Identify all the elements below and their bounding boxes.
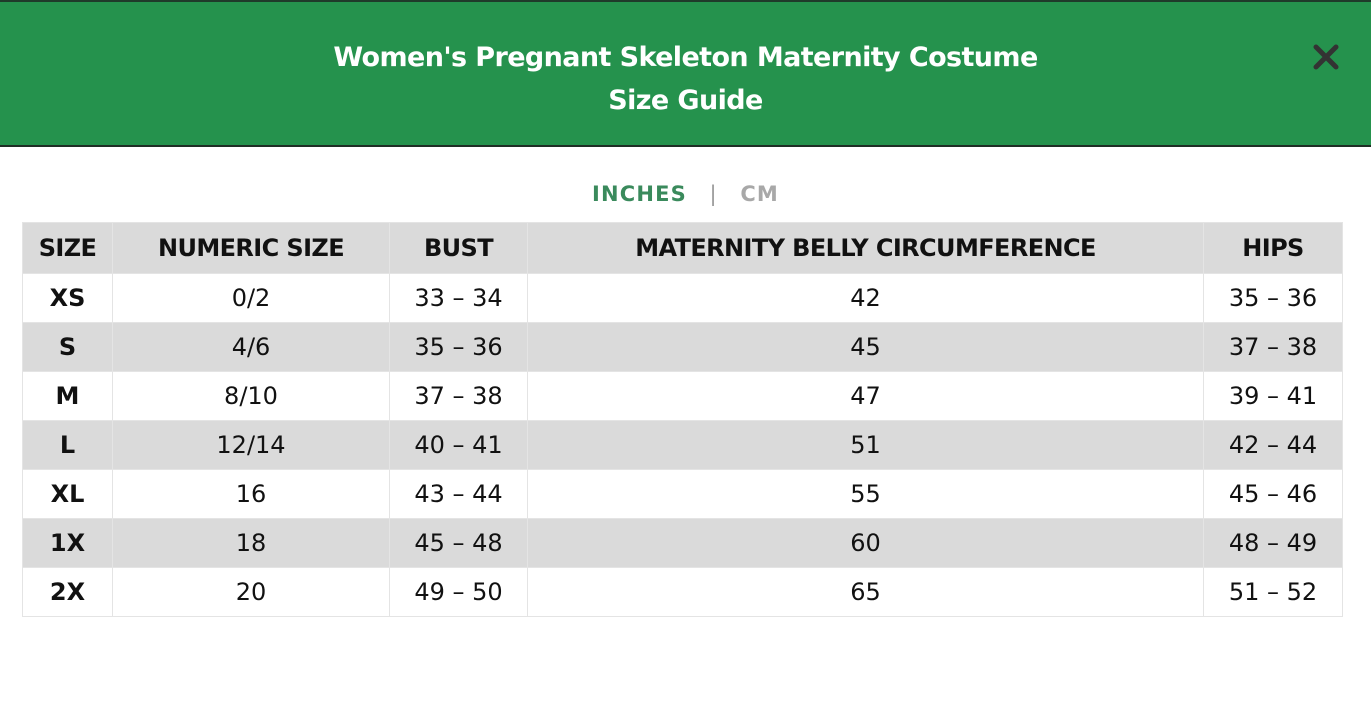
unit-toggle: INCHES | CM <box>0 180 1371 208</box>
modal-header: Women's Pregnant Skeleton Maternity Cost… <box>0 0 1371 147</box>
cell-bust: 35 – 36 <box>389 322 528 372</box>
cell-numeric-size: 0/2 <box>112 273 390 323</box>
cell-size: M <box>22 371 113 421</box>
column-header-numeric-size: NUMERIC SIZE <box>112 222 390 274</box>
product-title: Women's Pregnant Skeleton Maternity Cost… <box>333 42 1038 73</box>
cell-hips: 35 – 36 <box>1203 273 1343 323</box>
close-button[interactable] <box>1309 40 1343 74</box>
table-row: 2X 20 49 – 50 65 51 – 52 <box>22 567 1343 617</box>
cell-belly: 51 <box>527 420 1204 470</box>
cell-bust: 45 – 48 <box>389 518 528 568</box>
cell-belly: 47 <box>527 371 1204 421</box>
cell-hips: 45 – 46 <box>1203 469 1343 519</box>
cell-bust: 37 – 38 <box>389 371 528 421</box>
cell-belly: 45 <box>527 322 1204 372</box>
modal-title: Women's Pregnant Skeleton Maternity Cost… <box>0 36 1371 122</box>
cell-bust: 33 – 34 <box>389 273 528 323</box>
table-row: S 4/6 35 – 36 45 37 – 38 <box>22 322 1343 372</box>
cell-hips: 37 – 38 <box>1203 322 1343 372</box>
cell-belly: 60 <box>527 518 1204 568</box>
table-row: M 8/10 37 – 38 47 39 – 41 <box>22 371 1343 421</box>
size-chart-table: SIZE NUMERIC SIZE BUST MATERNITY BELLY C… <box>22 222 1343 617</box>
cell-numeric-size: 16 <box>112 469 390 519</box>
cell-numeric-size: 8/10 <box>112 371 390 421</box>
cell-bust: 49 – 50 <box>389 567 528 617</box>
cell-numeric-size: 12/14 <box>112 420 390 470</box>
table-header-row: SIZE NUMERIC SIZE BUST MATERNITY BELLY C… <box>22 222 1343 274</box>
table-row: XS 0/2 33 – 34 42 35 – 36 <box>22 273 1343 323</box>
cell-hips: 51 – 52 <box>1203 567 1343 617</box>
table-row: XL 16 43 – 44 55 45 – 46 <box>22 469 1343 519</box>
cell-belly: 65 <box>527 567 1204 617</box>
cell-hips: 39 – 41 <box>1203 371 1343 421</box>
cell-bust: 40 – 41 <box>389 420 528 470</box>
unit-cm-button[interactable]: CM <box>740 182 780 206</box>
cell-size: XS <box>22 273 113 323</box>
cell-belly: 42 <box>527 273 1204 323</box>
unit-inches-button[interactable]: INCHES <box>591 182 687 206</box>
size-guide-title: Size Guide <box>608 85 763 116</box>
cell-numeric-size: 20 <box>112 567 390 617</box>
cell-size: 1X <box>22 518 113 568</box>
unit-separator: | <box>709 182 718 206</box>
cell-size: XL <box>22 469 113 519</box>
cell-hips: 48 – 49 <box>1203 518 1343 568</box>
cell-size: 2X <box>22 567 113 617</box>
close-icon <box>1313 44 1339 70</box>
column-header-bust: BUST <box>389 222 528 274</box>
cell-hips: 42 – 44 <box>1203 420 1343 470</box>
cell-numeric-size: 18 <box>112 518 390 568</box>
cell-bust: 43 – 44 <box>389 469 528 519</box>
cell-size: L <box>22 420 113 470</box>
table-row: 1X 18 45 – 48 60 48 – 49 <box>22 518 1343 568</box>
cell-belly: 55 <box>527 469 1204 519</box>
cell-numeric-size: 4/6 <box>112 322 390 372</box>
cell-size: S <box>22 322 113 372</box>
column-header-belly-circumference: MATERNITY BELLY CIRCUMFERENCE <box>527 222 1204 274</box>
table-row: L 12/14 40 – 41 51 42 – 44 <box>22 420 1343 470</box>
column-header-hips: HIPS <box>1203 222 1343 274</box>
column-header-size: SIZE <box>22 222 113 274</box>
